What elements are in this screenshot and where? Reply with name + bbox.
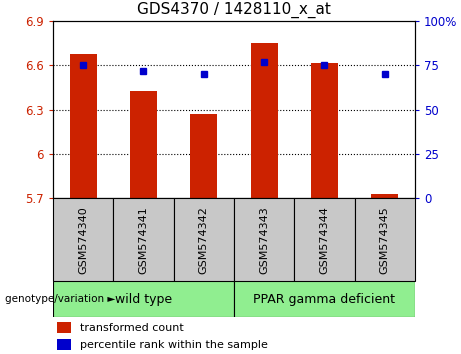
Bar xyxy=(190,114,218,198)
FancyBboxPatch shape xyxy=(53,281,234,317)
FancyBboxPatch shape xyxy=(53,198,113,281)
Text: GSM574344: GSM574344 xyxy=(319,206,330,274)
Text: PPAR gamma deficient: PPAR gamma deficient xyxy=(254,293,396,306)
FancyBboxPatch shape xyxy=(113,198,174,281)
Text: wild type: wild type xyxy=(115,293,172,306)
Title: GDS4370 / 1428110_x_at: GDS4370 / 1428110_x_at xyxy=(137,2,331,18)
FancyBboxPatch shape xyxy=(294,198,355,281)
Bar xyxy=(70,54,97,198)
FancyBboxPatch shape xyxy=(355,198,415,281)
Text: GSM574341: GSM574341 xyxy=(138,206,148,274)
Text: GSM574343: GSM574343 xyxy=(259,206,269,274)
FancyBboxPatch shape xyxy=(234,281,415,317)
Bar xyxy=(371,194,398,198)
Bar xyxy=(311,63,338,198)
Text: GSM574340: GSM574340 xyxy=(78,206,88,274)
Bar xyxy=(250,44,278,198)
Text: GSM574345: GSM574345 xyxy=(380,206,390,274)
Bar xyxy=(57,322,71,333)
FancyBboxPatch shape xyxy=(174,198,234,281)
Text: percentile rank within the sample: percentile rank within the sample xyxy=(80,340,267,350)
Bar xyxy=(130,91,157,198)
FancyBboxPatch shape xyxy=(234,198,294,281)
Text: GSM574342: GSM574342 xyxy=(199,206,209,274)
Text: genotype/variation ►: genotype/variation ► xyxy=(5,294,115,304)
Bar xyxy=(57,339,71,350)
Text: transformed count: transformed count xyxy=(80,323,183,333)
